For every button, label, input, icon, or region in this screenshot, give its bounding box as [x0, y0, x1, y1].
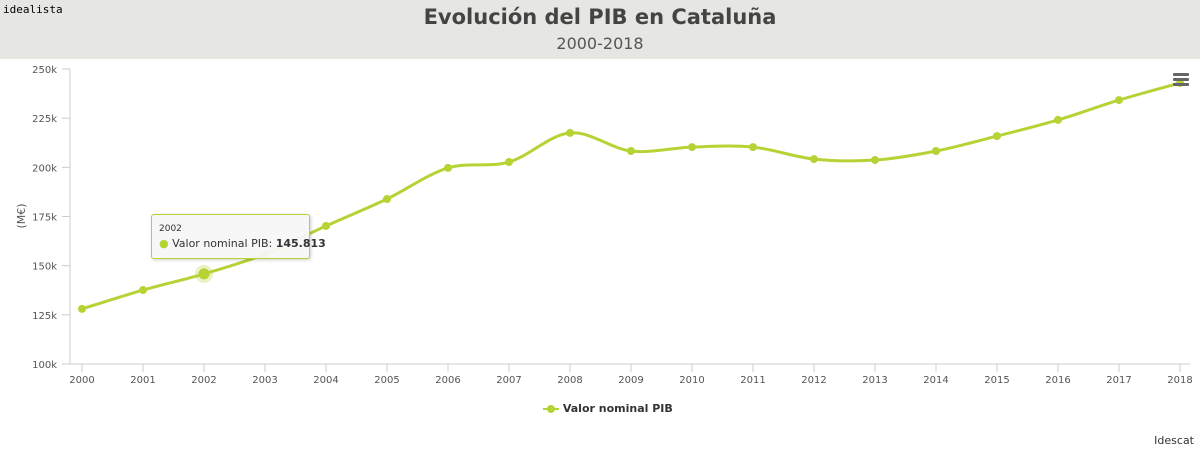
- data-point: [444, 163, 452, 172]
- data-point: [1115, 96, 1123, 105]
- y-tick-label: 225k: [32, 114, 57, 125]
- tooltip-label: Valor nominal PIB:: [172, 237, 276, 250]
- x-tick-label: 2008: [557, 375, 582, 386]
- x-tick-label: 2012: [801, 375, 826, 386]
- x-tick-label: 2006: [435, 375, 460, 386]
- x-tick-label: 2001: [130, 375, 155, 386]
- y-tick-label: 150k: [32, 262, 57, 273]
- data-point: [322, 221, 330, 230]
- x-tick-label: 2003: [252, 375, 277, 386]
- y-tick-label: 250k: [32, 65, 57, 76]
- x-tick-label: 2007: [496, 375, 521, 386]
- tooltip-value: 145.813: [275, 237, 326, 250]
- x-tick-label: 2009: [618, 375, 643, 386]
- x-tick-label: 2005: [374, 375, 399, 386]
- chart-title: Evolución del PIB en Cataluña: [423, 5, 777, 29]
- data-point: [627, 147, 635, 156]
- data-point: [78, 304, 86, 313]
- chart-subtitle: 2000-2018: [556, 34, 644, 53]
- data-point: [1054, 115, 1062, 124]
- data-point: [932, 147, 940, 156]
- x-tick-label: 2002: [191, 375, 216, 386]
- y-tick-label: 200k: [32, 163, 57, 174]
- data-point: [383, 194, 391, 203]
- data-point: [871, 156, 879, 165]
- y-tick-label: 175k: [32, 213, 57, 224]
- data-point: [139, 286, 147, 295]
- data-point: [810, 155, 818, 164]
- y-tick-label: 100k: [32, 360, 57, 371]
- series-dot-icon: ●: [159, 237, 169, 250]
- x-tick-label: 2014: [923, 375, 948, 386]
- x-tick-label: 2017: [1106, 375, 1131, 386]
- chart-header: idealista Evolución del PIB en Cataluña …: [0, 0, 1200, 59]
- data-point: [688, 143, 696, 152]
- series-line: [81, 81, 1181, 311]
- tooltip: 2002 ● Valor nominal PIB: 145.813: [151, 214, 326, 259]
- x-tick-label: 2015: [984, 375, 1009, 386]
- legend-label: Valor nominal PIB: [562, 402, 673, 415]
- x-tick-label: 2018: [1167, 375, 1192, 386]
- hamburger-menu-icon[interactable]: [1173, 73, 1189, 87]
- x-tick-label: 2010: [679, 375, 704, 386]
- x-tick-label: 2011: [740, 375, 765, 386]
- y-tick-label: 125k: [32, 311, 57, 322]
- tooltip-year: 2002: [159, 224, 182, 234]
- brand-logo: idealista: [3, 3, 63, 16]
- data-point: [566, 128, 574, 137]
- x-tick-label: 2004: [313, 375, 338, 386]
- legend-item[interactable]: Valor nominal PIB: [543, 402, 673, 415]
- data-point: [993, 132, 1001, 141]
- x-tick-label: 2016: [1045, 375, 1070, 386]
- x-tick-label: 2013: [862, 375, 887, 386]
- data-point: [505, 158, 513, 167]
- y-axis-title: (M€): [15, 203, 28, 228]
- data-point: [198, 268, 210, 280]
- credit-link[interactable]: Idescat: [1154, 434, 1194, 447]
- data-point: [749, 143, 757, 152]
- x-tick-label: 2000: [69, 375, 94, 386]
